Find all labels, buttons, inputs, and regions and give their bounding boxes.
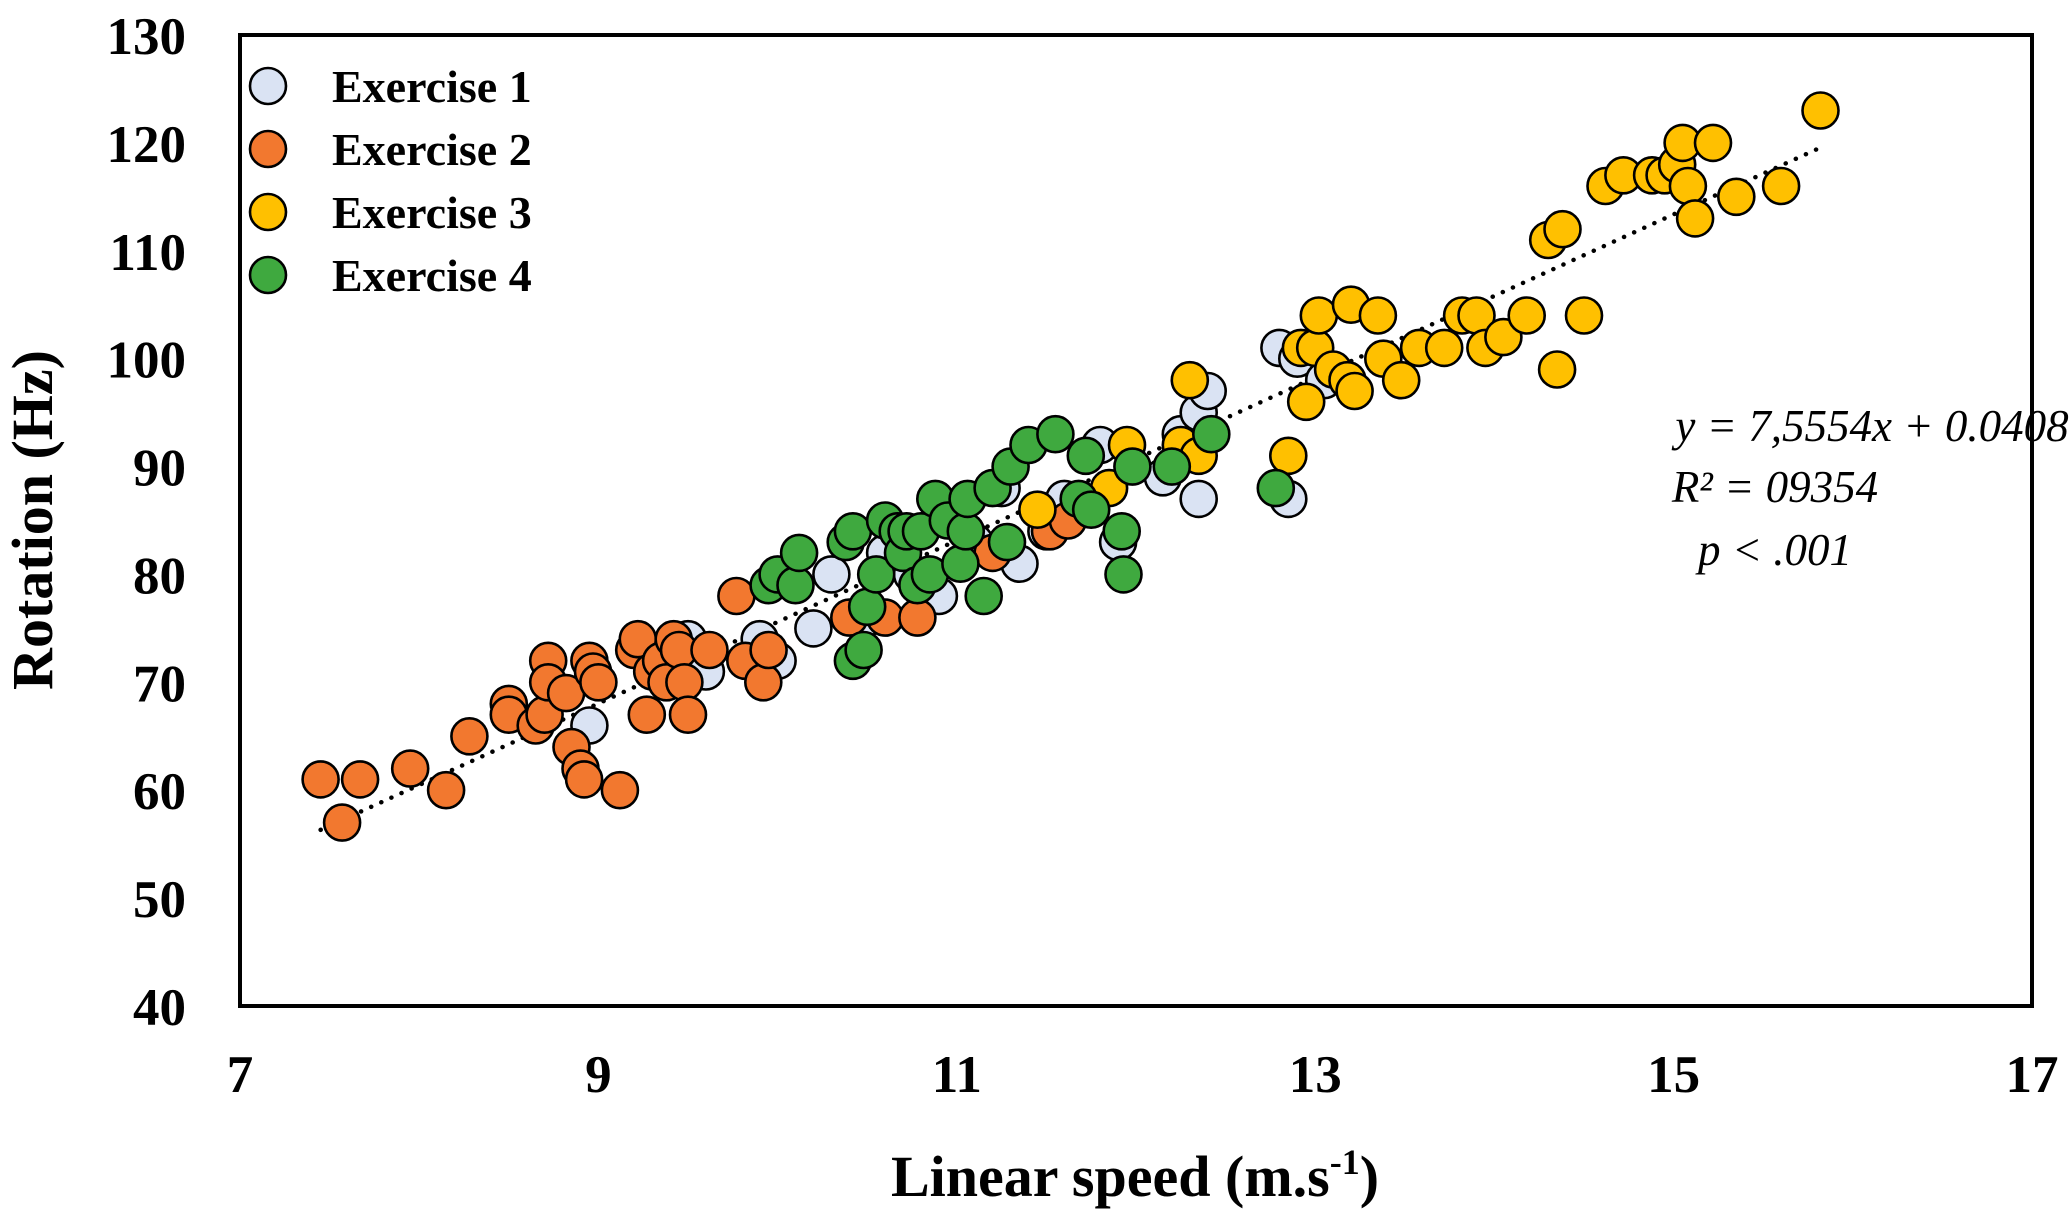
exercise-3-point bbox=[1381, 360, 1421, 400]
exercise-2-point bbox=[665, 662, 704, 702]
y-tick-label: 80 bbox=[133, 547, 186, 605]
y-tick-label: 50 bbox=[133, 871, 186, 929]
exercise-1-point bbox=[1179, 479, 1218, 519]
exercise-2-point bbox=[390, 749, 430, 788]
legend-label-exercise-3: Exercise 3 bbox=[332, 187, 532, 238]
exercise-1-point bbox=[794, 609, 833, 648]
exercise-3-point bbox=[1424, 328, 1464, 368]
y-tick-label: 110 bbox=[109, 224, 186, 282]
y-tick-label: 40 bbox=[133, 979, 186, 1037]
x-tick-label: 13 bbox=[1289, 1046, 1342, 1104]
exercise-3-point bbox=[1286, 382, 1326, 422]
exercise-4-point bbox=[1066, 436, 1106, 476]
r-squared-label: R² = 09354 bbox=[1671, 462, 1878, 512]
exercise-3-point bbox=[1564, 296, 1604, 335]
exercise-3-point bbox=[1269, 436, 1308, 476]
exercise-3-point bbox=[1675, 199, 1715, 238]
exercise-4-point bbox=[1102, 511, 1141, 551]
exercise-4-point bbox=[941, 544, 980, 584]
exercise-4-point bbox=[1152, 447, 1192, 486]
exercise-1-point bbox=[812, 555, 851, 594]
x-axis-title: Linear speed (m.s-1) bbox=[891, 1142, 1379, 1209]
regression-annotation: y = 7,5554x + 0.0408 R² = 09354 p < .001 bbox=[1671, 401, 2069, 575]
exercise-4-point bbox=[844, 630, 883, 670]
legend-label-exercise-1: Exercise 1 bbox=[332, 61, 532, 112]
exercise-3-point bbox=[1507, 296, 1546, 335]
regression-equation: y = 7,5554x + 0.0408 bbox=[1671, 401, 2068, 451]
x-axis-title-superscript: -1 bbox=[1330, 1142, 1360, 1182]
exercise-3-point bbox=[1358, 296, 1398, 335]
exercise-4-point bbox=[1104, 555, 1143, 594]
exercise-2-point bbox=[564, 760, 604, 799]
legend-marker-exercise-1 bbox=[248, 66, 288, 106]
exercise-3-point bbox=[1693, 123, 1733, 163]
data-points bbox=[301, 91, 1840, 842]
exercise-3-point bbox=[1018, 490, 1057, 530]
y-tick-label: 90 bbox=[133, 440, 186, 498]
exercise-4-point bbox=[1256, 468, 1296, 508]
exercise-3-point bbox=[1299, 296, 1339, 335]
exercise-2-point bbox=[668, 695, 708, 735]
x-axis-title-suffix: ) bbox=[1360, 1144, 1379, 1209]
exercise-4-point bbox=[776, 565, 815, 605]
y-tick-label: 130 bbox=[107, 8, 187, 66]
y-tick-label: 70 bbox=[133, 655, 186, 713]
exercise-2-point bbox=[627, 695, 667, 735]
exercise-2-point bbox=[743, 662, 783, 702]
exercise-3-point bbox=[1717, 177, 1756, 217]
exercise-3-point bbox=[1543, 209, 1582, 249]
exercise-3-point bbox=[1537, 350, 1577, 389]
exercise-3-point bbox=[1761, 166, 1801, 206]
exercise-2-point bbox=[717, 576, 756, 616]
exercise-4-point bbox=[1192, 414, 1231, 454]
x-tick-label: 11 bbox=[932, 1046, 982, 1104]
legend-marker-exercise-2 bbox=[248, 129, 288, 169]
legend-label-exercise-4: Exercise 4 bbox=[332, 250, 532, 301]
exercise-3-point bbox=[1801, 91, 1840, 130]
legend-label-exercise-2: Exercise 2 bbox=[332, 124, 532, 175]
y-tick-label: 60 bbox=[133, 763, 186, 821]
exercise-3-point bbox=[1668, 166, 1708, 206]
y-tick-labels: 40 50 60 70 80 90 100 110 120 130 bbox=[107, 8, 187, 1037]
exercise-4-point bbox=[1071, 490, 1111, 530]
y-axis-title: Rotation (Hz) bbox=[0, 350, 65, 690]
exercise-2-point bbox=[322, 803, 362, 842]
y-tick-label: 120 bbox=[107, 116, 187, 174]
exercise-4-point bbox=[1113, 447, 1152, 486]
exercise-4-point bbox=[833, 511, 873, 551]
exercise-2-point bbox=[579, 662, 618, 702]
exercise-2-point bbox=[898, 598, 937, 637]
exercise-3-point bbox=[1170, 360, 1210, 400]
exercise-2-point bbox=[340, 760, 380, 799]
exercise-4-point bbox=[847, 587, 887, 627]
legend-marker-exercise-4 bbox=[248, 255, 288, 295]
exercise-4-point bbox=[964, 576, 1004, 616]
exercise-4-point bbox=[987, 522, 1027, 562]
x-tick-label: 17 bbox=[2006, 1046, 2059, 1104]
exercise-4-point bbox=[779, 533, 819, 573]
y-tick-label: 100 bbox=[107, 332, 187, 390]
exercise-4-point bbox=[856, 555, 896, 594]
x-tick-labels: 7 9 11 13 15 17 bbox=[227, 1046, 2059, 1104]
x-axis-title-main: Linear speed (m.s bbox=[891, 1144, 1330, 1209]
legend: Exercise 1 Exercise 2 Exercise 3 Exercise 4 bbox=[248, 61, 532, 301]
exercise-2-point bbox=[690, 630, 729, 670]
exercise-2-point bbox=[600, 770, 640, 810]
p-value-label: p < .001 bbox=[1695, 525, 1852, 575]
x-tick-label: 7 bbox=[227, 1046, 254, 1104]
exercise-2-point bbox=[301, 760, 340, 799]
legend-marker-exercise-3 bbox=[248, 192, 288, 232]
exercise-2-point bbox=[450, 716, 489, 756]
exercise-2-point bbox=[426, 770, 466, 810]
x-tick-label: 15 bbox=[1647, 1046, 1700, 1104]
exercise-3-point bbox=[1335, 371, 1374, 411]
exercise-4-point bbox=[946, 511, 986, 551]
exercise-2-point bbox=[749, 630, 788, 670]
exercise-4-point bbox=[1036, 414, 1075, 454]
x-tick-label: 9 bbox=[585, 1046, 612, 1104]
